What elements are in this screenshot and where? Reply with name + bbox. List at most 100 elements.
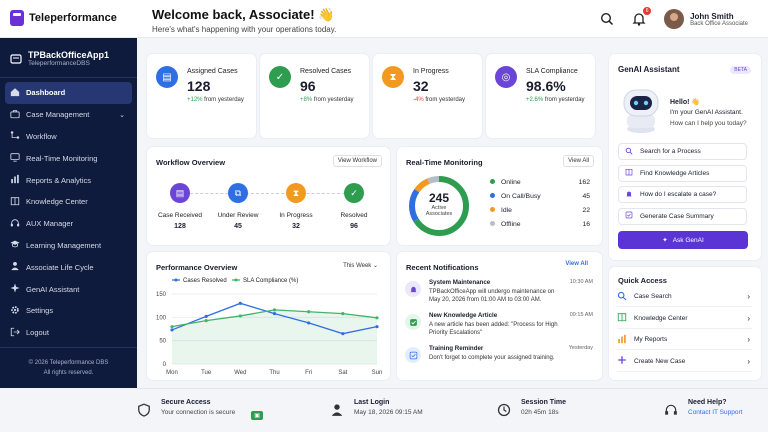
sidebar-item-dashboard[interactable]: Dashboard [5, 82, 132, 104]
check-icon [405, 314, 421, 330]
legend-dot [174, 278, 178, 282]
workflow-connector [180, 193, 355, 194]
genai-suggestion[interactable]: How do I escalate a case? [618, 186, 747, 203]
workflow-step-in-progress[interactable]: ⧗ In Progress 32 [271, 183, 321, 230]
sidebar-item-learning-management[interactable]: Learning Management [0, 235, 137, 257]
view-workflow-button[interactable]: View Workflow [332, 155, 382, 167]
workflow-step-case-received[interactable]: ▤ Case Received 128 [155, 183, 205, 230]
status-count: 22 [582, 207, 590, 214]
data-point [341, 332, 345, 336]
stat-card-resolved-cases[interactable]: ✓ Resolved Cases 96 +8% from yesterday [260, 54, 369, 138]
footer-item-title: Last Login [354, 399, 390, 406]
sidebar-item-aux-manager[interactable]: AUX Manager [0, 213, 137, 235]
footer-item-sub: Your connection is secure [161, 409, 236, 416]
sidebar-item-label: Associate Life Cycle [26, 262, 94, 272]
footer-item-need-help-[interactable]: Need Help? Contact IT Support [664, 399, 742, 422]
workflow-step-value: 45 [234, 223, 242, 230]
sidebar-item-label: Reports & Analytics [26, 175, 92, 185]
sidebar-item-label: Knowledge Center [26, 197, 88, 207]
period-select[interactable]: This Week ⌄ [339, 260, 382, 271]
stat-card-assigned-cases[interactable]: ▤ Assigned Cases 128 +12% from yesterday [147, 54, 256, 138]
brand-logo[interactable]: Teleperformance [10, 10, 117, 26]
welcome-header: Welcome back, Associate! 👋 Here's what's… [152, 7, 336, 34]
stat-label: Resolved Cases [300, 68, 351, 75]
stat-delta-text: from yesterday [543, 97, 585, 103]
stat-card-sla-compliance[interactable]: ◎ SLA Compliance 98.6% +2.6% from yesterday [486, 54, 595, 138]
lock-badge: ▣ [251, 411, 263, 420]
review-icon: ⧉ [228, 183, 248, 203]
y-tick-label: 150 [156, 292, 167, 298]
genai-suggestion-label: Search for a Process [640, 148, 701, 155]
user-avatar[interactable] [664, 9, 685, 29]
legend-label: SLA Compliance (%) [243, 278, 298, 284]
quick-access-create-new-case[interactable]: Create New Case › [617, 352, 752, 372]
user-name: John Smith [690, 11, 734, 21]
sidebar-item-associate-life-cycle[interactable]: Associate Life Cycle [0, 256, 137, 278]
sidebar-item-knowledge-center[interactable]: Knowledge Center [0, 191, 137, 213]
sparkle-icon [10, 283, 20, 295]
sidebar-item-workflow[interactable]: Workflow [0, 126, 137, 148]
notification-time: 10:30 AM [569, 279, 593, 285]
sidebar-item-reports-analytics[interactable]: Reports & Analytics [0, 169, 137, 191]
status-label-wrap: Offline [490, 221, 521, 228]
chevron-right-icon: › [747, 313, 750, 323]
sidebar-item-logout[interactable]: Logout [0, 322, 137, 344]
quick-access-my-reports[interactable]: My Reports › [617, 330, 752, 350]
stat-delta-text: from yesterday [423, 97, 466, 103]
sla-area [172, 309, 377, 364]
sidebar-item-label: GenAI Assistant [26, 284, 80, 294]
sidebar-item-settings[interactable]: Settings [0, 300, 137, 322]
data-point [272, 308, 277, 312]
user-menu[interactable]: John Smith Back Office Associate [690, 12, 748, 27]
cases-icon: ▤ [156, 66, 178, 88]
associates-donut [409, 176, 469, 236]
footer-item-sub: May 18, 2026 09:15 AM [354, 409, 423, 416]
genai-suggestion[interactable]: Search for a Process [618, 143, 747, 160]
footer-item-sub[interactable]: Contact IT Support [688, 409, 743, 416]
stat-delta: -4% [413, 97, 424, 103]
data-point [170, 325, 174, 329]
person-icon [10, 261, 20, 273]
chevron-right-icon: › [747, 356, 750, 366]
sidebar-item-real-time-monitoring[interactable]: Real-Time Monitoring [0, 147, 137, 169]
ask-genai-button[interactable]: ✦ Ask GenAI [618, 231, 748, 249]
stat-trend: +12% from yesterday [187, 97, 244, 103]
sidebar-item-genai-assistant[interactable]: GenAI Assistant [0, 278, 137, 300]
status-count: 16 [582, 221, 590, 228]
app-selector[interactable]: TPBackOfficeApp1 TeleperformanceDBS [0, 38, 137, 78]
notification-bell-icon[interactable]: 6 [632, 7, 652, 26]
view-all-notifications-link[interactable]: View All [565, 261, 588, 267]
x-tick-label: Fri [305, 370, 312, 376]
search-icon[interactable] [600, 12, 614, 26]
notification-item[interactable]: System Maintenance TPBackOfficeApp will u… [405, 279, 593, 313]
notification-item[interactable]: Training Reminder Don't forget to complet… [405, 345, 593, 379]
genai-suggestion[interactable]: Find Knowledge Articles [618, 164, 747, 182]
status-count: 162 [578, 179, 590, 186]
notification-item[interactable]: New Knowledge Article A new article has b… [405, 312, 593, 346]
sidebar-item-case-management[interactable]: Case Management ⌄ [0, 104, 137, 126]
workflow-step-under-review[interactable]: ⧉ Under Review 45 [213, 183, 263, 230]
graduation-icon [10, 239, 20, 251]
data-point [204, 314, 208, 318]
quick-access-knowledge-center[interactable]: Knowledge Center › [617, 309, 752, 329]
x-tick-label: Sat [338, 370, 347, 376]
active-total: 245 [428, 191, 450, 205]
genai-suggestion-label: How do I escalate a case? [640, 191, 717, 198]
footer-item-last-login: Last Login May 18, 2026 09:15 AM [330, 399, 423, 422]
legend-label: Cases Resolved [183, 278, 227, 284]
bell-icon [405, 281, 421, 297]
copyright: © 2026 Teleperformance DBS All rights re… [0, 347, 137, 378]
data-point [307, 321, 311, 325]
notification-count-badge: 6 [643, 7, 652, 15]
active-label-2: Associates [425, 211, 453, 217]
data-point [272, 312, 277, 316]
checklist-icon [625, 211, 633, 221]
plus-icon [617, 355, 627, 367]
chevron-right-icon: › [747, 335, 750, 344]
stat-card-in-progress[interactable]: ⧗ In Progress 32 -4% from yesterday [373, 54, 482, 138]
view-all-realtime-button[interactable]: View All [563, 155, 594, 167]
quick-access-case-search[interactable]: Case Search › [617, 287, 752, 307]
x-tick-label: Mon [166, 370, 178, 376]
workflow-step-resolved[interactable]: ✓ Resolved 96 [329, 183, 379, 230]
genai-suggestion[interactable]: Generate Case Summary [618, 207, 747, 225]
